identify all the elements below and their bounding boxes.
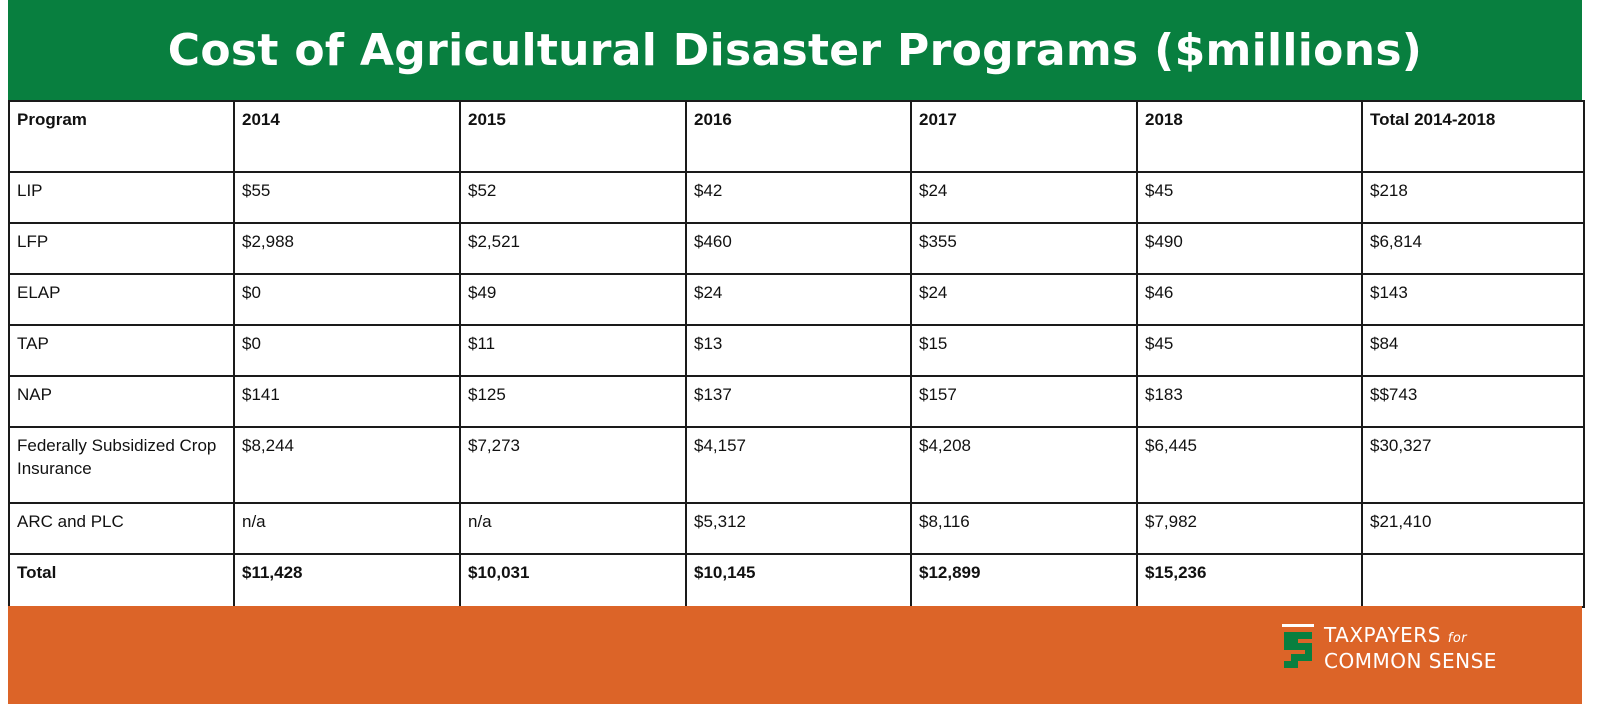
cost-table: Program 2014 2015 2016 2017 2018 Total 2014-20… [8,100,1585,608]
table-cell: Total [8,553,235,608]
table-cell: $21,410 [1361,502,1585,555]
table-cell: n/a [233,502,461,555]
table-cell: $143 [1361,273,1585,326]
table-cell: $7,982 [1136,502,1363,555]
table-row: LFP $2,988 $2,521 $460 $355 $490 $6,814 [8,222,1585,275]
page-title: Cost of Agricultural Disaster Programs (… [167,24,1423,76]
table-cell: 2014 [233,100,461,173]
table-cell: $141 [233,375,461,428]
table-cell: $0 [233,324,461,377]
table-cell: $15 [910,324,1138,377]
table-cell: LIP [8,171,235,224]
table-row: TAP $0 $11 $13 $15 $45 $84 [8,324,1585,377]
table-cell: TAP [8,324,235,377]
table-cell: $12,899 [910,553,1138,608]
table-cell: $24 [685,273,912,326]
table-cell: $24 [910,273,1138,326]
table-cell: $52 [459,171,687,224]
table-cell: LFP [8,222,235,275]
table-cell: NAP [8,375,235,428]
table-cell: $157 [910,375,1138,428]
table-cell: 2017 [910,100,1138,173]
table-cell: ARC and PLC [8,502,235,555]
logo-line2: COMMON SENSE [1324,649,1497,673]
ts-logo-icon [1282,624,1314,668]
footer-banner [8,606,1582,704]
table-cell: $7,273 [459,426,687,504]
table-cell: $490 [1136,222,1363,275]
table-cell: $4,208 [910,426,1138,504]
table-cell: $45 [1136,324,1363,377]
table-cell: $8,244 [233,426,461,504]
table-cell: $49 [459,273,687,326]
table-cell: $45 [1136,171,1363,224]
logo-for: for [1447,631,1468,646]
table-cell: $6,814 [1361,222,1585,275]
table-cell: $5,312 [685,502,912,555]
table-row: Federally Subsidized Crop Insurance $8,24… [8,426,1585,504]
table-cell: $2,521 [459,222,687,275]
table-cell: $218 [1361,171,1585,224]
table-cell: $0 [233,273,461,326]
table-row: ARC and PLC n/a n/a $5,312 $8,116 $7,982 $21,4… [8,502,1585,555]
table-row: LIP $55 $52 $42 $24 $45 $218 [8,171,1585,224]
table-cell: $10,031 [459,553,687,608]
table-cell: Program [8,100,235,173]
table-cell: $55 [233,171,461,224]
table-cell: $11 [459,324,687,377]
table-cell: Total 2014-2018 [1361,100,1585,173]
table-cell: $13 [685,324,912,377]
table-cell: $24 [910,171,1138,224]
table-cell: $15,236 [1136,553,1363,608]
table-cell: $42 [685,171,912,224]
table-cell: $183 [1136,375,1363,428]
table-cell: ELAP [8,273,235,326]
table-cell: $11,428 [233,553,461,608]
table-cell: $137 [685,375,912,428]
table-cell: $$743 [1361,375,1585,428]
table-cell: $355 [910,222,1138,275]
table-cell: 2016 [685,100,912,173]
table-header-row: Program 2014 2015 2016 2017 2018 Total 2014-20… [8,100,1585,173]
table-cell: Federally Subsidized Crop Insurance [8,426,235,504]
table-cell: $125 [459,375,687,428]
taxpayers-logo: TAXPAYERS for COMMON SENSE [1280,624,1497,672]
table-row: ELAP $0 $49 $24 $24 $46 $143 [8,273,1585,326]
table-cell: n/a [459,502,687,555]
table-cell: $460 [685,222,912,275]
table-cell: $2,988 [233,222,461,275]
table-cell: $10,145 [685,553,912,608]
table-cell: $84 [1361,324,1585,377]
table-cell [1361,553,1585,608]
title-banner: Cost of Agricultural Disaster Programs (… [8,0,1582,100]
table-cell: 2015 [459,100,687,173]
logo-line1: TAXPAYERS [1324,623,1441,647]
table-cell: $4,157 [685,426,912,504]
table-row: NAP $141 $125 $137 $157 $183 $$743 [8,375,1585,428]
table-cell: $46 [1136,273,1363,326]
table-cell: 2018 [1136,100,1363,173]
table-total-row: Total $11,428 $10,031 $10,145 $12,899 $15,236 [8,553,1585,608]
table-cell: $6,445 [1136,426,1363,504]
table-cell: $30,327 [1361,426,1585,504]
table-cell: $8,116 [910,502,1138,555]
